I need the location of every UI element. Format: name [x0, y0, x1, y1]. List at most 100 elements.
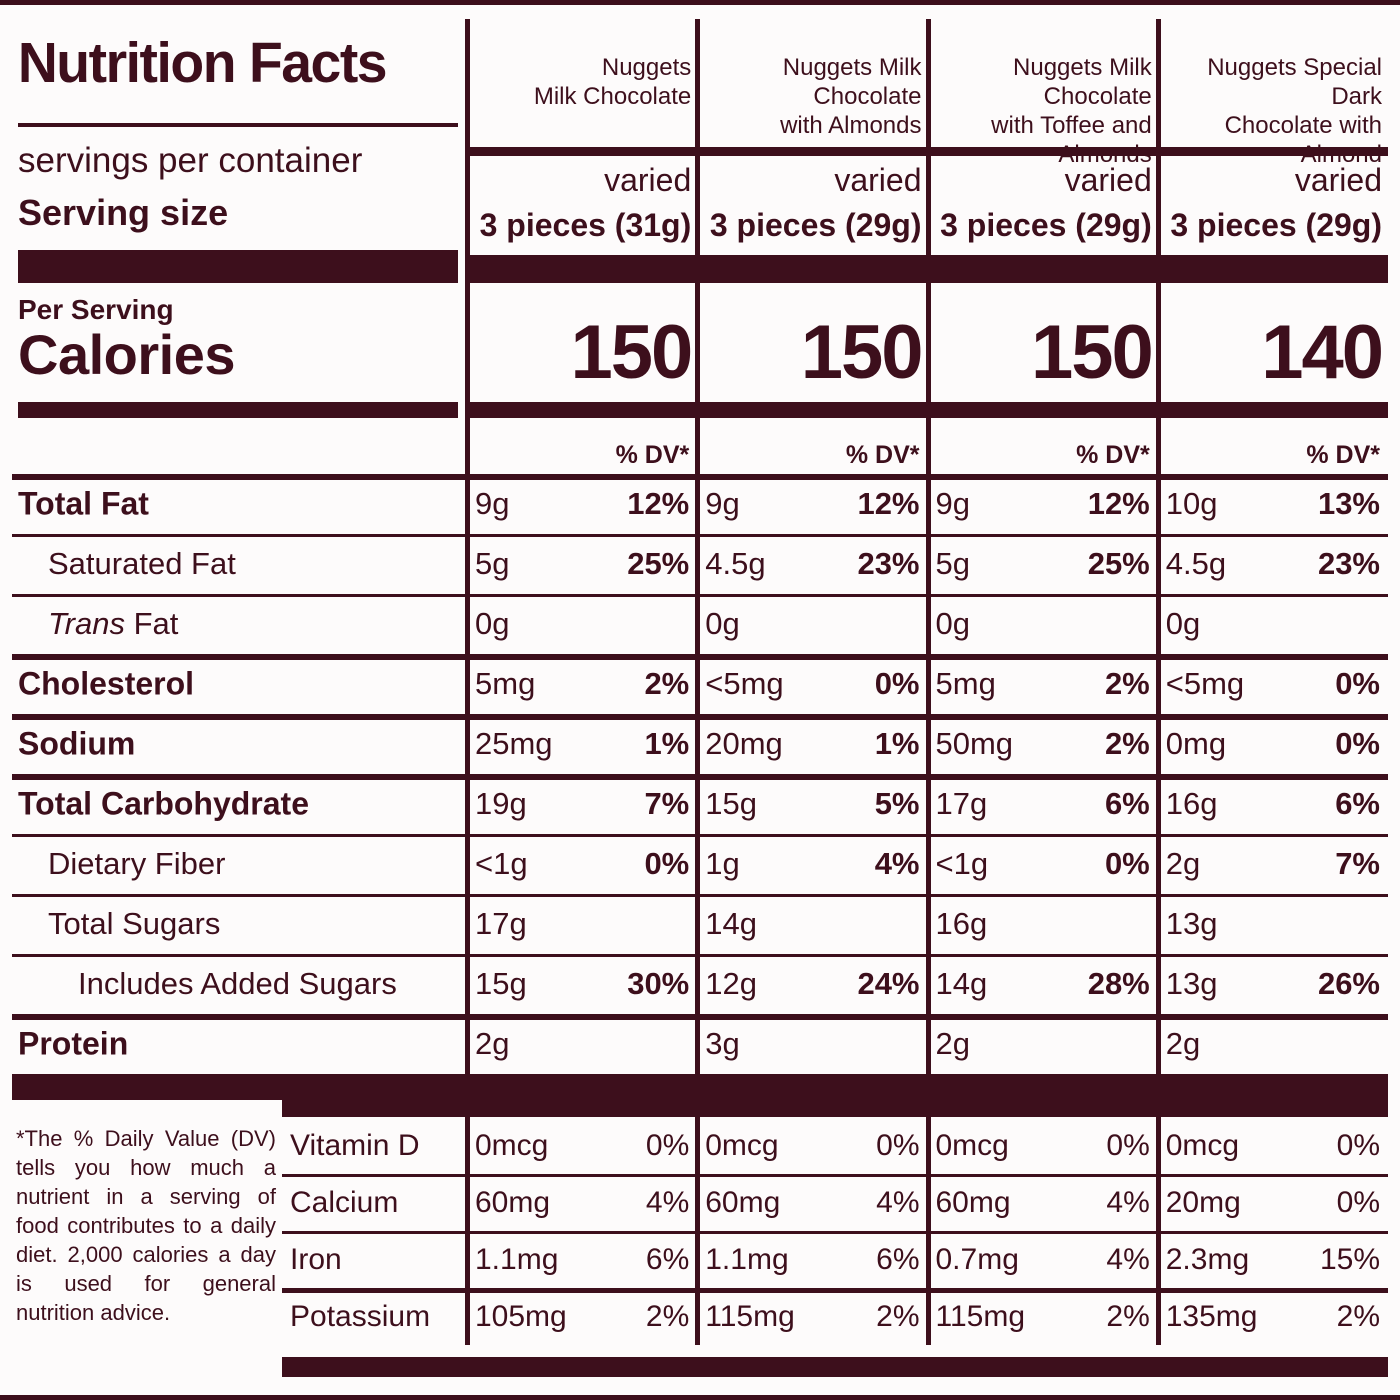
nutrient-amount: 2g	[1165, 1026, 1201, 1061]
nutrient-cell: 0g	[467, 594, 697, 654]
product-divider	[697, 147, 928, 156]
nutrient-amount: 16g	[935, 906, 988, 941]
nutrient-amount: <5mg	[1165, 666, 1245, 701]
micronutrient-cell: 0mcg 0%	[467, 1117, 697, 1174]
serving-size-bar	[1157, 255, 1388, 283]
page-title: Nutrition Facts	[17, 31, 388, 95]
nutrient-daily-value: 0%	[1335, 726, 1380, 761]
dv-header-cell: % DV*	[1158, 427, 1388, 474]
micronutrient-bottom-bar	[282, 1357, 1388, 1377]
nutrient-cell: <1g 0%	[467, 834, 697, 894]
nutrient-amount: <1g	[935, 846, 989, 881]
column-separator	[465, 427, 470, 1100]
nutrient-daily-value: 0%	[1335, 666, 1380, 701]
micronutrient-daily-value: 2%	[876, 1299, 920, 1333]
nutrient-cell: 14g 28%	[928, 954, 1158, 1014]
serving-size-value: 3 pieces (29g)	[709, 207, 922, 243]
nutrient-cell: 19g 7%	[467, 774, 697, 834]
dv-header-text: % DV*	[1306, 441, 1380, 469]
nutrient-label: Total Sugars	[48, 906, 221, 941]
micronutrient-amount: 1.1mg	[475, 1242, 559, 1276]
nutrient-amount: <1g	[475, 846, 528, 881]
column-separator	[465, 1117, 470, 1345]
nutrient-daily-value: 25%	[627, 546, 690, 581]
product-name-line2: Milk Chocolate	[533, 83, 692, 110]
micronutrient-cell: 0mcg 0%	[697, 1117, 927, 1174]
servings-per-container-value: varied	[834, 162, 922, 198]
nutrient-cell: <1g 0%	[928, 834, 1158, 894]
micronutrient-row: Vitamin D 0mcg 0% 0mcg 0% 0mcg 0% 0mcg 0%	[282, 1117, 1388, 1174]
micronutrient-cell: 115mg 2%	[697, 1288, 927, 1345]
nutrient-cell: 5mg 2%	[467, 654, 697, 714]
micronutrient-cell: 60mg 4%	[928, 1174, 1158, 1231]
dv-header-text: % DV*	[845, 441, 920, 469]
nutrient-daily-value: 2%	[644, 666, 690, 701]
column-separator	[925, 19, 931, 427]
servings-per-container-value: varied	[1064, 162, 1152, 198]
micronutrient-cell: 2.3mg 15%	[1158, 1231, 1388, 1288]
micronutrient-daily-value: 0%	[1106, 1128, 1150, 1162]
nutrient-cell: 13g	[1158, 894, 1388, 954]
nutrient-amount: 15g	[475, 966, 527, 1001]
serving-size-bar	[467, 255, 698, 283]
nutrient-amount: 2g	[475, 1026, 510, 1061]
micronutrient-amount: 0mcg	[1165, 1128, 1240, 1162]
nutrient-cell: 9g 12%	[467, 474, 697, 534]
micronutrient-cell: 0mcg 0%	[1158, 1117, 1388, 1174]
nutrient-amount: 0g	[475, 606, 510, 641]
nutrient-daily-value: 7%	[1335, 846, 1380, 881]
nutrient-amount: 5mg	[935, 666, 996, 701]
nutrient-label: Total Fat	[18, 485, 149, 522]
nutrient-amount: <5mg	[705, 666, 784, 701]
nutrient-amount: 17g	[935, 786, 988, 821]
nutrient-daily-value: 5%	[874, 786, 920, 821]
micronutrient-daily-value: 4%	[876, 1185, 920, 1219]
nutrient-cell: 0g	[697, 594, 927, 654]
micronutrient-cell: 1.1mg 6%	[697, 1231, 927, 1288]
column-separator	[695, 1117, 701, 1345]
nutrient-amount: 15g	[705, 786, 757, 821]
serving-size-value: 3 pieces (29g)	[940, 207, 1152, 243]
nutrient-amount: 3g	[705, 1026, 740, 1061]
nutrient-amount: 20mg	[705, 726, 783, 761]
row-divider	[282, 1288, 1388, 1293]
calories-bar	[467, 402, 698, 418]
micronutrient-cell: 0.7mg 4%	[928, 1231, 1158, 1288]
calories-bar	[697, 402, 928, 418]
product-column-1: Nuggets Milk Chocolate varied 3 pieces (31g…	[467, 19, 698, 427]
nutrient-daily-value: 1%	[644, 726, 690, 761]
nutrient-daily-value: 2%	[1104, 666, 1150, 701]
row-divider	[282, 1174, 1388, 1177]
micronutrient-amount: 2.3mg	[1165, 1242, 1250, 1276]
micronutrient-amount: 60mg	[475, 1185, 551, 1219]
nutrient-daily-value: 4%	[874, 846, 920, 881]
product-name-line2: with Almonds	[780, 112, 922, 139]
nutrient-cell: 0g	[928, 594, 1158, 654]
nutrient-cell: 2g	[928, 1014, 1158, 1074]
per-serving-label: Per Serving	[18, 294, 174, 325]
micronutrient-cell: 60mg 4%	[697, 1174, 927, 1231]
nutrient-amount: 5g	[475, 546, 510, 581]
micronutrient-row: Calcium 60mg 4% 60mg 4% 60mg 4% 20mg 0%	[282, 1174, 1388, 1231]
column-separator	[695, 427, 701, 1100]
nutrient-cell: 50mg 2%	[928, 714, 1158, 774]
nutrient-amount: 16g	[1165, 786, 1218, 821]
nutrient-amount: 13g	[1165, 906, 1218, 941]
micronutrient-daily-value: 0%	[1336, 1185, 1380, 1219]
micronutrient-daily-value: 15%	[1319, 1242, 1380, 1276]
nutrient-cell: 13g 26%	[1158, 954, 1388, 1014]
nutrient-amount: 14g	[705, 906, 757, 941]
nutrient-cell: 16g	[928, 894, 1158, 954]
nutrient-amount: 0g	[935, 606, 970, 641]
micronutrient-amount: 115mg	[935, 1299, 1026, 1333]
calories-bar	[1157, 402, 1388, 418]
nutrient-amount: 14g	[935, 966, 988, 1001]
nutrient-daily-value: 0%	[644, 846, 690, 881]
nutrient-cell: 2g	[467, 1014, 697, 1074]
nutrient-cell: 5g 25%	[467, 534, 697, 594]
nutrient-daily-value: 1%	[874, 726, 920, 761]
micronutrient-amount: 0mcg	[475, 1128, 549, 1162]
dv-header-cell: % DV*	[697, 427, 927, 474]
